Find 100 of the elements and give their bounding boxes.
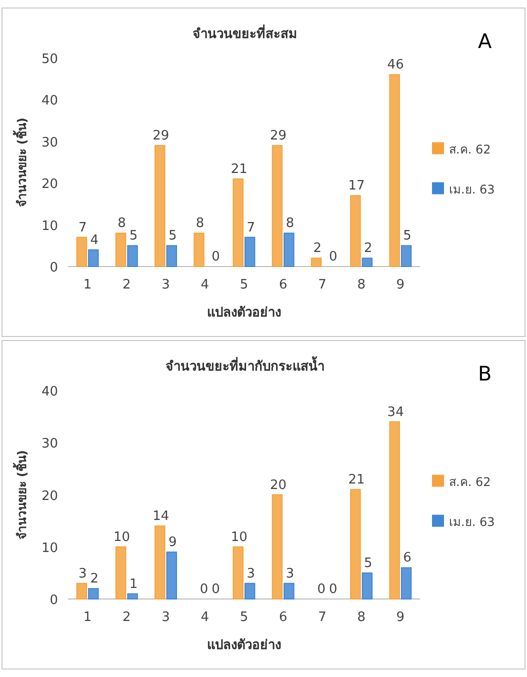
- data-label: 20: [270, 478, 287, 493]
- bar: [272, 494, 283, 600]
- data-label: 0: [212, 582, 220, 597]
- bar: [127, 593, 138, 600]
- x-tick-label: 6: [278, 278, 288, 292]
- data-label: 34: [387, 404, 404, 420]
- bar: [154, 526, 166, 600]
- x-tick-label: 1: [83, 278, 92, 292]
- bar: [166, 245, 178, 267]
- data-label: 5: [168, 228, 177, 244]
- data-label: 0: [212, 250, 220, 264]
- bar: [127, 245, 138, 267]
- data-label: 8: [118, 216, 126, 232]
- bar: [115, 546, 126, 600]
- legend-label: เม.ย. 63: [449, 182, 495, 196]
- bar: [194, 232, 204, 267]
- data-label: 2: [313, 241, 322, 256]
- y-tick-label: 20: [41, 177, 58, 192]
- bar: [115, 232, 126, 267]
- data-label: 0: [328, 582, 338, 597]
- y-axis-title: จำนวนขยะ (ชิ้น): [12, 450, 29, 540]
- x-tick-label: 3: [162, 278, 170, 292]
- data-label: 8: [196, 216, 204, 232]
- x-tick-label: 6: [278, 610, 288, 625]
- chart-title: จำนวนขยะที่สะสม: [192, 24, 298, 42]
- data-label: 3: [78, 566, 87, 582]
- bar: [284, 582, 294, 600]
- y-tick-label: 30: [41, 436, 58, 452]
- y-tick-label: 10: [41, 540, 58, 556]
- data-label: 21: [230, 162, 248, 177]
- bar: [244, 236, 256, 267]
- data-label: 1: [129, 576, 138, 592]
- x-tick-label: 7: [318, 278, 326, 292]
- x-tick-label: 5: [240, 278, 248, 292]
- y-tick-label: 20: [41, 488, 58, 504]
- bar: [284, 232, 294, 267]
- data-label: 0: [200, 582, 208, 597]
- data-label: 3: [286, 566, 294, 582]
- bar: [350, 195, 361, 267]
- text: A: [478, 29, 492, 53]
- bar: [400, 245, 412, 267]
- bar: [310, 258, 322, 267]
- data-label: 2: [364, 241, 372, 256]
- bar: [400, 567, 412, 600]
- x-tick-label: 5: [240, 610, 248, 625]
- data-label: 17: [348, 178, 365, 194]
- data-label: 10: [230, 530, 248, 545]
- bar: [166, 552, 178, 600]
- x-tick-label: 8: [357, 610, 366, 625]
- x-axis-title: แปลงตัวอย่าง: [207, 638, 281, 653]
- data-label: 29: [152, 128, 170, 144]
- bar: [88, 249, 99, 267]
- data-label: 5: [129, 228, 138, 244]
- x-axis-title: แปลงตัวอย่าง: [207, 306, 281, 320]
- y-tick-label: 10: [41, 218, 58, 234]
- data-label: 9: [168, 535, 177, 550]
- data-label: 7: [78, 220, 87, 236]
- data-label: 6: [403, 550, 412, 566]
- bar: [272, 145, 283, 267]
- data-label: 3: [246, 566, 256, 582]
- data-label: 5: [403, 228, 412, 244]
- y-axis-title: จำนวนขยะ (ชิ้น): [12, 118, 29, 207]
- data-label: 10: [114, 530, 130, 545]
- data-label: 2: [90, 572, 99, 587]
- bar: [232, 546, 244, 600]
- y-tick-label: 30: [41, 135, 58, 150]
- data-label: 4: [90, 232, 99, 248]
- bar: [88, 588, 99, 600]
- x-tick-label: 9: [396, 278, 405, 292]
- y-tick-label: 0: [50, 260, 58, 276]
- bar: [232, 178, 244, 267]
- x-tick-label: 2: [122, 278, 131, 292]
- bar: [350, 489, 361, 600]
- data-label: 8: [286, 216, 294, 232]
- y-tick-label: 40: [41, 384, 58, 400]
- bar: [389, 421, 400, 600]
- bar: [76, 236, 88, 267]
- bar: [244, 582, 256, 600]
- data-label: 46: [387, 58, 404, 73]
- bar: [362, 572, 373, 600]
- bar: [362, 258, 373, 267]
- data-label: 14: [152, 509, 170, 524]
- x-tick-label: 1: [83, 610, 92, 625]
- legend-label: เม.ย. 63: [449, 514, 495, 529]
- legend-label: ส.ค. 62: [449, 142, 491, 156]
- x-tick-label: 2: [122, 610, 131, 625]
- data-label: 0: [317, 582, 326, 597]
- data-label: 0: [328, 250, 338, 264]
- x-tick-label: 4: [200, 278, 210, 292]
- data-label: 5: [364, 556, 372, 571]
- x-tick-label: 7: [318, 610, 326, 625]
- y-tick-label: 40: [41, 94, 58, 109]
- y-tick-label: 50: [41, 52, 58, 67]
- x-tick-label: 9: [396, 610, 405, 625]
- text: B: [478, 362, 492, 386]
- x-tick-label: 3: [162, 610, 170, 625]
- x-tick-label: 4: [200, 610, 210, 625]
- x-tick-label: 8: [357, 278, 366, 292]
- legend-label: ส.ค. 62: [449, 474, 491, 489]
- data-label: 21: [348, 472, 365, 488]
